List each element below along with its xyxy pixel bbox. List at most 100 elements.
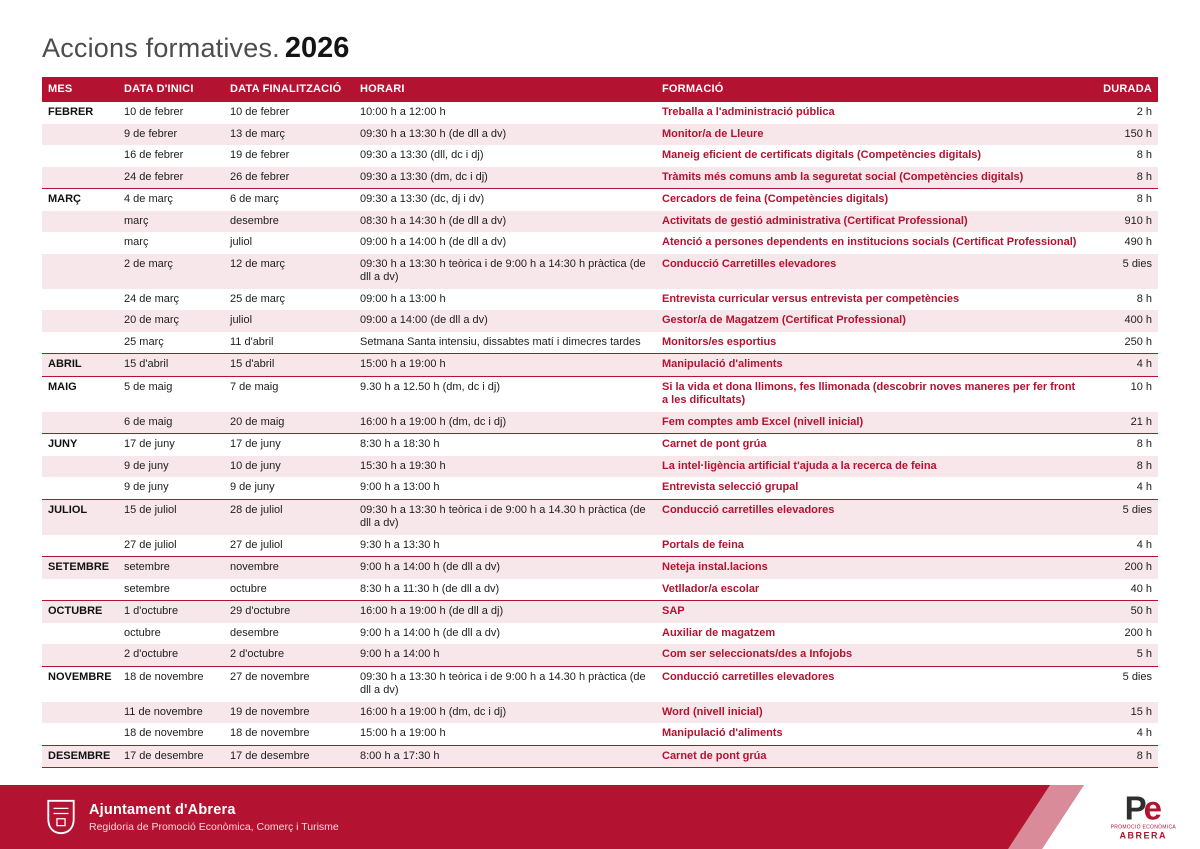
cell-durada: 8 h bbox=[1084, 455, 1158, 477]
cell-mes bbox=[42, 644, 118, 666]
cell-durada: 490 h bbox=[1124, 236, 1152, 248]
cell-horari: 09:00 h a 13:00 h bbox=[360, 292, 446, 305]
table-row: ABRIL 15 d'abril 15 d'abril 15:00 h a 19:00… bbox=[42, 353, 1158, 376]
cell-durada: 2 h bbox=[1084, 101, 1158, 124]
cell-mes: JUNY bbox=[42, 433, 118, 456]
cell-formacio: Fem comptes amb Excel (nivell inicial) bbox=[656, 411, 1084, 434]
cell-inici: 18 de novembre bbox=[118, 665, 224, 702]
cell-formacio: Activitats de gestió administrativa (Cer… bbox=[656, 210, 1084, 232]
cell-mes: FEBRER bbox=[42, 101, 118, 124]
pe-logo-subtitle: PROMOCIÓ ECONÒMICA bbox=[1110, 824, 1176, 831]
cell-mes: ABRIL bbox=[42, 353, 118, 376]
cell-mes: NOVEMBRE bbox=[42, 665, 118, 702]
cell-fi: 17 de desembre bbox=[224, 744, 354, 768]
cell-horari: 9:00 h a 14:00 h bbox=[354, 644, 656, 666]
pe-logo: Pe PROMOCIÓ ECONÒMICA ABRERA bbox=[1110, 792, 1176, 841]
cell-inici: 25 març bbox=[124, 335, 164, 348]
table-row: 24 de març 25 de març 09:00 h a 13:00 h Ent… bbox=[42, 289, 1158, 311]
cell-mes bbox=[42, 723, 118, 745]
cell-horari: 09:30 a 13:30 (dm, dc i dj) bbox=[354, 166, 656, 189]
footer-org-name: Ajuntament d'Abrera bbox=[89, 801, 236, 818]
footer-text: Ajuntament d'Abrera Regidoria de Promoci… bbox=[89, 802, 339, 833]
table-row: 2 d'octubre 2 d'octubre 9:00 h a 14:00 h Co… bbox=[42, 644, 1158, 666]
cell-durada: 10 h bbox=[1084, 375, 1158, 412]
cell-inici: 15 d'abril bbox=[118, 353, 224, 376]
cell-formacio: Manipulació d'aliments bbox=[662, 727, 783, 739]
cell-formacio: SAP bbox=[656, 600, 1084, 623]
table-row: març juliol 09:00 h a 14:00 h (de dll a dv… bbox=[42, 232, 1158, 254]
cell-durada: 50 h bbox=[1084, 600, 1158, 623]
cell-formacio: Conducció carretilles elevadores bbox=[656, 665, 1084, 702]
table-row: 25 març 11 d'abril Setmana Santa intensiu,… bbox=[42, 332, 1158, 354]
cell-inici: 4 de març bbox=[118, 188, 224, 211]
cell-formacio: Word (nivell inicial) bbox=[656, 701, 1084, 723]
cell-durada: 8 h bbox=[1084, 433, 1158, 456]
cell-horari: 9:00 h a 14:00 h (de dll a dv) bbox=[360, 626, 501, 639]
cell-formacio: Gestor/a de Magatzem (Certificat Profess… bbox=[656, 310, 1084, 332]
cell-mes bbox=[42, 210, 118, 232]
table-row: 18 de novembre 18 de novembre 15:00 h a 19… bbox=[42, 723, 1158, 745]
cell-fi: 28 de juliol bbox=[224, 498, 354, 535]
cell-horari: 16:00 h a 19:00 h (dm, dc i dj) bbox=[354, 411, 656, 434]
table-row: 9 de febrer 13 de març 09:30 h a 13:30 h (… bbox=[42, 123, 1158, 145]
cell-inici: 17 de desembre bbox=[118, 744, 224, 768]
cell-fi: octubre bbox=[230, 582, 267, 595]
cell-mes: MAIG bbox=[42, 375, 118, 412]
cell-durada: 15 h bbox=[1084, 701, 1158, 723]
footer-department: Regidoria de Promoció Econòmica, Comerç … bbox=[89, 820, 339, 833]
cell-mes bbox=[42, 701, 118, 723]
pe-logo-letter-e: e bbox=[1143, 789, 1162, 827]
title-text: Accions formatives. bbox=[42, 33, 280, 63]
cell-mes bbox=[42, 232, 118, 254]
cell-fi: juliol bbox=[230, 236, 253, 248]
cell-durada: 250 h bbox=[1124, 335, 1152, 348]
cell-inici: 2 de març bbox=[118, 253, 224, 289]
table-row: 11 de novembre 19 de novembre 16:00 h a 19… bbox=[42, 701, 1158, 723]
column-header: DATA FINALITZACIÓ bbox=[224, 77, 354, 102]
pe-logo-letters: Pe bbox=[1111, 792, 1176, 825]
cell-mes bbox=[42, 477, 118, 499]
table-row: 20 de març juliol 09:00 a 14:00 (de dll a … bbox=[42, 310, 1158, 332]
cell-fi: 18 de novembre bbox=[230, 727, 310, 739]
cell-horari: 09:30 h a 13:30 h teòrica i de 9:00 h a … bbox=[354, 498, 656, 535]
cell-formacio: Monitor/a de Lleure bbox=[656, 123, 1084, 145]
cell-durada: 5 dies bbox=[1084, 498, 1158, 535]
cell-inici: 10 de febrer bbox=[118, 101, 224, 124]
table-row: MARÇ 4 de març 6 de març 09:30 a 13:30 (dc,… bbox=[42, 188, 1158, 211]
cell-formacio: Maneig eficient de certificats digitals … bbox=[662, 149, 982, 161]
cell-horari: 9:00 h a 14:00 h (de dll a dv) bbox=[354, 556, 656, 579]
cell-durada: 4 h bbox=[1136, 727, 1152, 739]
cell-fi: 25 de març bbox=[230, 292, 286, 305]
cell-formacio: Entrevista selecció grupal bbox=[662, 481, 799, 493]
cell-durada: 21 h bbox=[1084, 411, 1158, 434]
cell-durada: 150 h bbox=[1084, 123, 1158, 145]
table-row: 6 de maig 20 de maig 16:00 h a 19:00 h (dm… bbox=[42, 411, 1158, 434]
column-header: DATA D'INICI bbox=[118, 77, 224, 102]
column-header: DURADA bbox=[1084, 77, 1158, 102]
cell-inici: 9 de juny bbox=[124, 481, 169, 493]
cell-mes bbox=[42, 289, 118, 311]
table-header-row: MES DATA D'INICI DATA FINALITZACIÓ HORARI FO… bbox=[42, 77, 1158, 102]
cell-fi: 27 de juliol bbox=[230, 538, 283, 551]
cell-inici: setembre bbox=[124, 582, 170, 595]
cell-horari: 9:30 h a 13:30 h bbox=[360, 538, 440, 551]
cell-durada: 200 h bbox=[1124, 626, 1152, 639]
pe-logo-letter-p: P bbox=[1124, 789, 1147, 827]
table-row: JULIOL 15 de juliol 28 de juliol 09:30 h a … bbox=[42, 498, 1158, 535]
pe-logo-city: ABRERA bbox=[1119, 830, 1168, 841]
cell-inici: 11 de novembre bbox=[118, 701, 224, 723]
cell-mes bbox=[42, 123, 118, 145]
cell-durada: 8 h bbox=[1084, 744, 1158, 768]
cell-inici: octubre bbox=[124, 626, 161, 639]
cell-horari: 08:30 h a 14:30 h (de dll a dv) bbox=[354, 210, 656, 232]
table-row: JUNY 17 de juny 17 de juny 8:30 h a 18:30 h… bbox=[42, 433, 1158, 456]
cell-durada: 40 h bbox=[1130, 582, 1152, 595]
page-title: Accions formatives. 2026 bbox=[0, 0, 1200, 77]
cell-inici: 20 de març bbox=[118, 310, 224, 332]
cell-fi: 9 de juny bbox=[230, 481, 275, 493]
cell-formacio: Si la vida et dona llimons, fes llimonad… bbox=[656, 375, 1084, 412]
cell-durada: 8 h bbox=[1084, 188, 1158, 211]
cell-fi: 13 de març bbox=[224, 123, 354, 145]
table-row: setembre octubre 8:30 h a 11:30 h (de dll … bbox=[42, 579, 1158, 601]
